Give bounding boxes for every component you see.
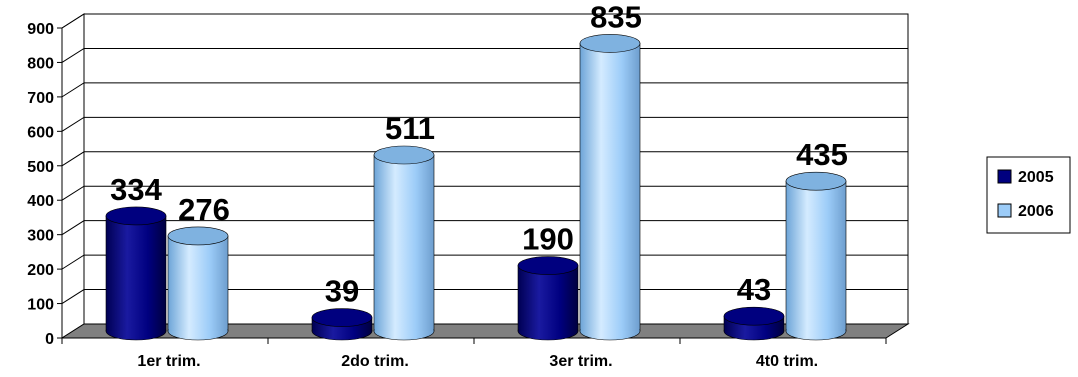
y-tick-label: 900 — [27, 21, 54, 38]
bar-2005-4 — [723, 306, 785, 341]
y-tick-label: 200 — [27, 262, 54, 279]
bar-cap — [373, 145, 435, 165]
bar-fill — [580, 43, 640, 332]
legend-label-2006: 2006 — [1018, 203, 1054, 220]
bar-2005-2 — [311, 308, 373, 341]
y-tick-label: 0 — [45, 331, 54, 348]
y-tick-label: 500 — [27, 159, 54, 176]
bar-cap — [105, 206, 167, 226]
chart-side-wall — [61, 13, 85, 339]
gridline — [61, 13, 908, 29]
bar-cap — [785, 171, 847, 191]
bar-cap — [579, 34, 641, 53]
legend-label-2005: 2005 — [1018, 169, 1054, 186]
y-tick-label: 300 — [27, 228, 54, 245]
bar-cap — [311, 308, 373, 327]
bar-cap — [167, 226, 229, 246]
legend-swatch-2006 — [997, 203, 1012, 218]
bar-fill — [518, 265, 578, 331]
bar-2006-2 — [373, 145, 435, 341]
y-tick-label: 700 — [27, 90, 54, 107]
data-label-2006-1: 276 — [178, 192, 230, 227]
bar-2006-1 — [167, 226, 229, 341]
y-tick-label: 600 — [27, 124, 54, 141]
bar-fill — [106, 215, 166, 331]
y-tick-label: 400 — [27, 193, 54, 210]
bar-cap — [723, 306, 785, 326]
y-tick-label: 100 — [27, 297, 54, 314]
legend-swatch-2005 — [997, 169, 1012, 184]
bar-fill — [786, 181, 846, 331]
bar-2005-3 — [517, 256, 579, 341]
bar-cap — [517, 256, 579, 275]
bar-fill — [374, 154, 434, 331]
data-label-2006-3: 835 — [590, 0, 642, 34]
data-label-2005-1: 334 — [110, 172, 162, 207]
data-label-2005-4: 43 — [737, 272, 771, 307]
x-tick-label: 1er trim. — [137, 353, 200, 370]
data-label-2006-2: 511 — [385, 111, 435, 146]
data-label-2006-4: 435 — [796, 137, 848, 172]
bar-fill — [168, 235, 228, 331]
bar-2006-4 — [785, 171, 847, 341]
data-label-2005-2: 39 — [325, 274, 359, 309]
bar-2005-1 — [105, 206, 167, 341]
x-tick-label: 3er trim. — [549, 353, 612, 370]
data-label-2005-3: 190 — [522, 222, 574, 257]
legend: 2005 2006 — [986, 156, 1071, 234]
x-tick-label: 2do trim. — [341, 353, 409, 370]
y-tick-label: 800 — [27, 55, 54, 72]
x-tick-label: 4t0 trim. — [756, 353, 818, 370]
bar-2006-3 — [579, 34, 641, 341]
